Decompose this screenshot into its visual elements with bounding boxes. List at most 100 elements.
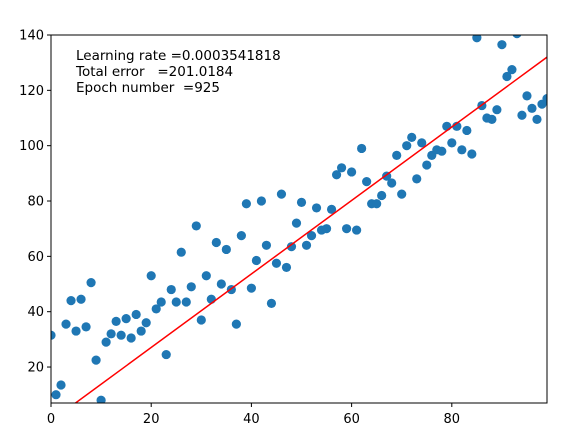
data-point-22: [156, 297, 166, 307]
data-point-23: [161, 349, 171, 360]
data-point-25: [171, 297, 181, 307]
data-point-34: [216, 279, 226, 289]
data-point-17: [131, 309, 141, 320]
data-point-11: [101, 337, 111, 347]
data-point-59: [342, 224, 352, 234]
data-point-85: [472, 35, 482, 43]
data-point-7: [81, 322, 91, 332]
data-point-75: [422, 160, 432, 170]
data-point-10: [96, 395, 106, 403]
data-point-92: [507, 64, 517, 75]
data-point-29: [191, 221, 201, 231]
ticks-layer: 0 20 40 60 80 20 40 60 80 100 120 140: [19, 29, 460, 428]
x-tick-label-80: 80: [444, 412, 461, 427]
data-point-62: [357, 143, 367, 154]
data-point-1: [51, 390, 61, 400]
data-point-47: [281, 262, 292, 273]
data-point-89: [492, 105, 502, 115]
data-point-37: [231, 319, 241, 329]
data-point-61: [352, 225, 362, 235]
fit-line-layer: [74, 56, 547, 403]
data-point-93: [512, 35, 522, 39]
data-point-95: [522, 91, 532, 101]
data-point-55: [321, 224, 332, 234]
data-point-66: [377, 190, 387, 201]
data-point-28: [186, 282, 196, 292]
data-point-51: [301, 240, 312, 250]
data-point-53: [311, 203, 322, 213]
data-point-52: [306, 231, 317, 241]
data-point-45: [271, 258, 282, 268]
data-point-50: [296, 197, 307, 207]
data-point-90: [497, 40, 507, 50]
data-point-63: [362, 177, 372, 187]
regression-line: [74, 56, 547, 403]
data-point-39: [241, 199, 251, 209]
data-point-40: [246, 283, 256, 293]
data-point-79: [442, 121, 452, 131]
data-point-18: [136, 326, 146, 336]
data-point-8: [86, 278, 96, 288]
data-point-97: [532, 114, 542, 124]
data-point-74: [417, 138, 427, 148]
y-tick-label-120: 120: [19, 84, 44, 99]
data-point-16: [126, 333, 136, 343]
x-tick-label-40: 40: [243, 412, 260, 427]
data-point-84: [467, 149, 477, 159]
data-point-83: [462, 125, 472, 136]
data-point-58: [336, 163, 347, 173]
data-point-38: [236, 231, 246, 241]
data-point-3: [61, 319, 71, 329]
plot-frame: [50, 34, 548, 404]
data-point-27: [181, 297, 191, 307]
x-tick-label-20: 20: [143, 412, 160, 427]
data-point-56: [326, 204, 337, 214]
data-point-19: [141, 318, 151, 328]
x-tick-label-60: 60: [343, 412, 360, 427]
data-point-72: [407, 132, 417, 142]
data-point-78: [437, 146, 447, 156]
data-point-20: [146, 271, 156, 281]
data-point-69: [392, 150, 402, 160]
data-point-43: [261, 240, 272, 250]
data-point-48: [286, 242, 297, 252]
data-point-42: [256, 196, 267, 206]
y-tick-label-60: 60: [27, 250, 44, 265]
data-point-26: [176, 247, 186, 257]
annotation-block: Learning rate =0.0003541818 Total error …: [75, 48, 281, 96]
data-point-15: [121, 314, 131, 324]
data-point-96: [527, 103, 537, 113]
data-point-9: [91, 355, 101, 365]
data-point-6: [76, 294, 86, 304]
data-point-94: [517, 110, 527, 120]
data-point-31: [201, 271, 211, 281]
data-point-2: [56, 380, 66, 390]
data-point-82: [457, 145, 467, 155]
data-point-65: [372, 199, 382, 209]
data-point-60: [347, 167, 357, 177]
data-point-99: [542, 94, 547, 104]
data-point-91: [502, 71, 512, 82]
y-tick-label-20: 20: [27, 361, 44, 376]
data-point-68: [387, 178, 397, 188]
data-point-57: [331, 170, 342, 180]
data-point-13: [111, 316, 121, 326]
data-point-80: [447, 138, 457, 148]
data-point-73: [412, 174, 422, 184]
annotation-learning-rate: Learning rate =0.0003541818: [76, 48, 281, 64]
data-point-4: [66, 296, 76, 306]
data-point-49: [291, 218, 302, 228]
data-point-0: [51, 330, 56, 340]
data-point-44: [266, 298, 277, 308]
data-point-5: [71, 326, 81, 336]
annotation-total-error: Total error =201.0184: [75, 64, 233, 80]
data-point-88: [487, 114, 497, 124]
data-point-70: [397, 189, 407, 199]
data-point-14: [116, 330, 126, 340]
data-point-46: [276, 189, 287, 199]
data-point-33: [211, 237, 221, 248]
annotation-epoch-number: Epoch number =925: [76, 80, 220, 96]
data-point-30: [196, 315, 206, 325]
data-point-12: [106, 329, 116, 339]
